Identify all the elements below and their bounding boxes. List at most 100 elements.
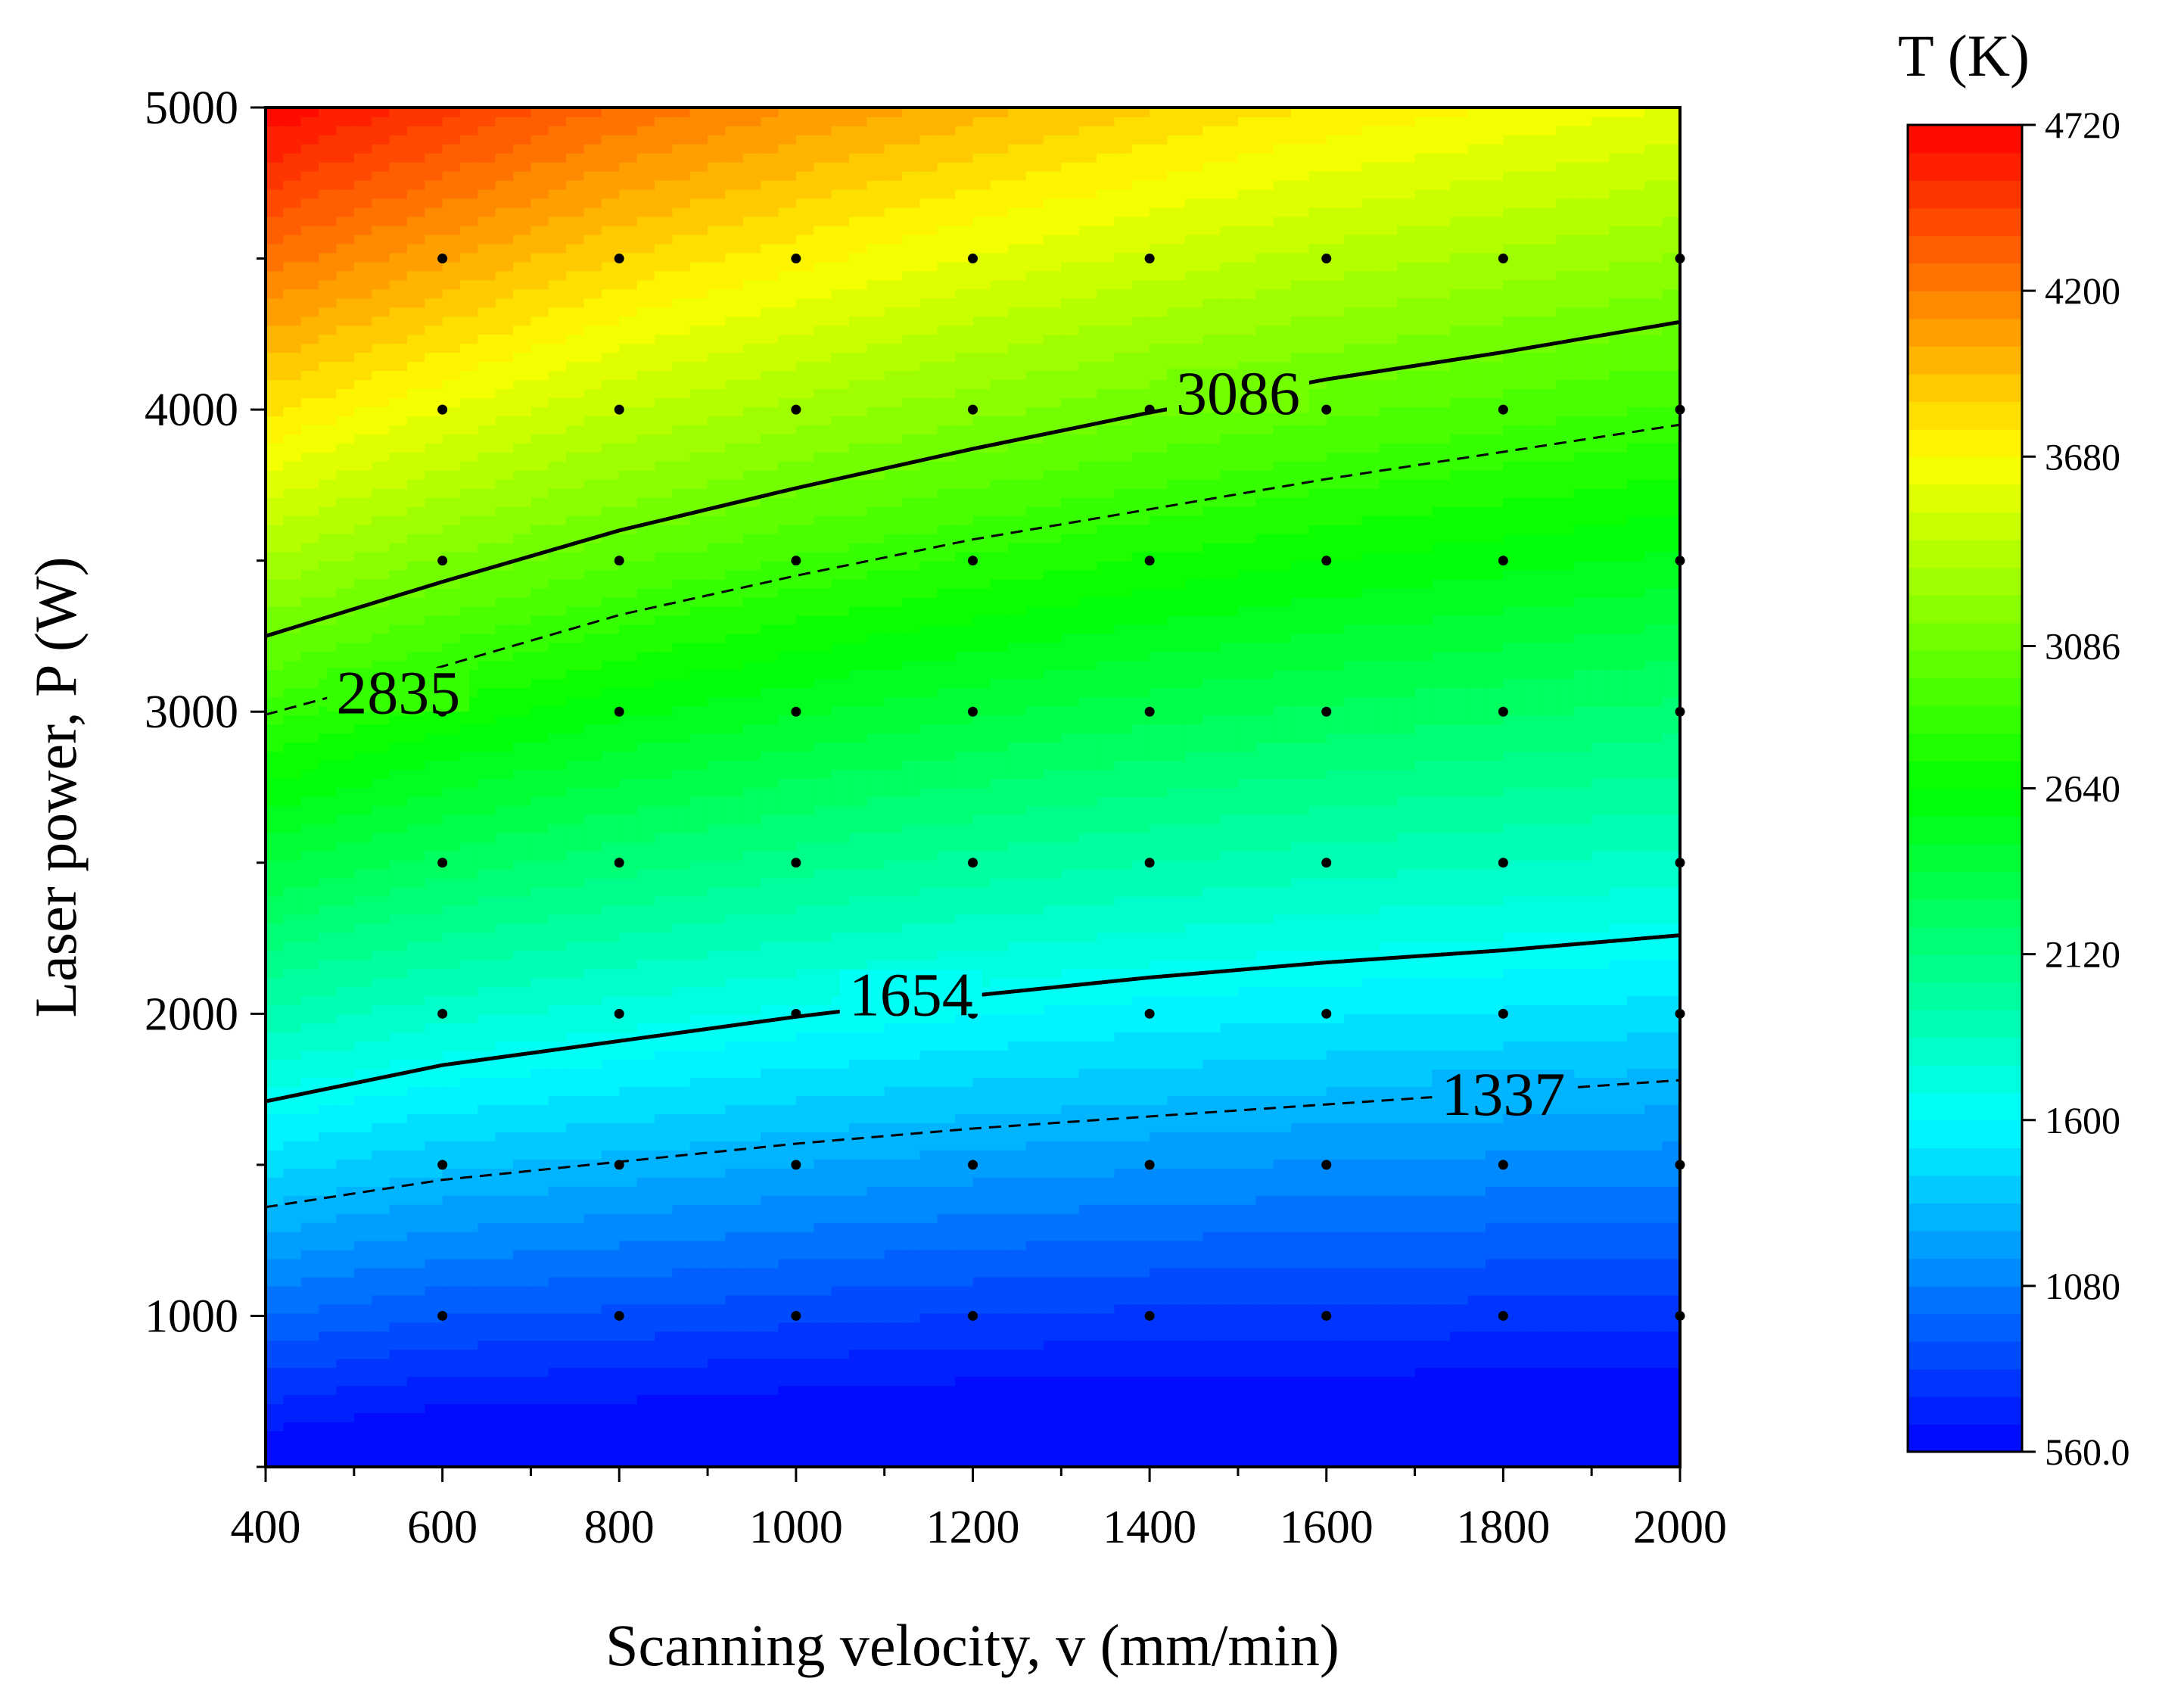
sample-point bbox=[1144, 1008, 1155, 1019]
heatmap-cell bbox=[566, 1095, 585, 1123]
heatmap-cell bbox=[884, 1285, 903, 1323]
heatmap-cell bbox=[478, 687, 496, 725]
heatmap-cell bbox=[884, 279, 903, 308]
heatmap-cell bbox=[1591, 234, 1610, 272]
heatmap-cell bbox=[636, 252, 655, 281]
heatmap-cell bbox=[300, 198, 319, 226]
heatmap-cell bbox=[1114, 524, 1133, 562]
heatmap-cell bbox=[1150, 724, 1168, 761]
heatmap-cell bbox=[1361, 1086, 1380, 1123]
heatmap-cell bbox=[1662, 814, 1680, 852]
heatmap-cell bbox=[919, 1285, 938, 1314]
heatmap-cell bbox=[1467, 107, 1486, 145]
heatmap-cell bbox=[1573, 859, 1593, 897]
heatmap-cell bbox=[319, 905, 338, 933]
colorbar-swatch bbox=[1908, 898, 2022, 927]
heatmap-cell bbox=[1273, 1131, 1292, 1160]
heatmap-cell bbox=[795, 1231, 815, 1260]
heatmap-cell bbox=[601, 1367, 621, 1405]
heatmap-cell bbox=[1644, 923, 1663, 961]
heatmap-cell bbox=[583, 416, 602, 453]
heatmap-cell bbox=[1131, 895, 1151, 933]
heatmap-cell bbox=[1450, 542, 1469, 580]
heatmap-cell bbox=[1609, 487, 1628, 525]
heatmap-cell bbox=[1344, 1050, 1363, 1088]
heatmap-cell bbox=[672, 207, 691, 235]
heatmap-cell bbox=[742, 188, 762, 217]
heatmap-cell bbox=[1450, 760, 1469, 797]
heatmap-cell bbox=[725, 1331, 744, 1359]
heatmap-cell bbox=[1591, 705, 1610, 743]
heatmap-cell bbox=[1573, 633, 1593, 671]
heatmap-cell bbox=[1626, 742, 1646, 779]
heatmap-cell bbox=[1202, 478, 1221, 507]
heatmap-cell bbox=[814, 1095, 832, 1132]
heatmap-cell bbox=[601, 198, 621, 226]
heatmap-cell bbox=[372, 1412, 390, 1467]
heatmap-cell bbox=[725, 288, 744, 317]
heatmap-cell bbox=[459, 397, 479, 434]
heatmap-cell bbox=[1538, 1222, 1557, 1260]
heatmap-cell bbox=[442, 1113, 461, 1141]
heatmap-cell bbox=[1114, 116, 1133, 154]
heatmap-cell bbox=[672, 578, 691, 616]
heatmap-cell bbox=[725, 1104, 744, 1141]
heatmap-cell bbox=[866, 478, 885, 507]
heatmap-cell bbox=[742, 1331, 762, 1359]
heatmap-cell bbox=[990, 1213, 1010, 1250]
heatmap-cell bbox=[300, 343, 319, 372]
colorbar-swatch bbox=[1908, 456, 2022, 485]
heatmap-cell bbox=[425, 914, 443, 942]
heatmap-cell bbox=[406, 796, 426, 824]
heatmap-cell bbox=[1467, 361, 1486, 399]
heatmap-cell bbox=[372, 406, 390, 434]
heatmap-cell bbox=[1626, 850, 1646, 888]
heatmap-cell bbox=[1078, 669, 1097, 698]
heatmap-cell bbox=[513, 379, 532, 416]
heatmap-cell bbox=[1220, 850, 1239, 888]
heatmap-cell bbox=[319, 451, 338, 480]
heatmap-cell bbox=[513, 207, 532, 235]
heatmap-cell bbox=[814, 1068, 832, 1096]
heatmap-cell bbox=[583, 968, 602, 1006]
heatmap-cell bbox=[972, 1113, 991, 1151]
heatmap-cell bbox=[742, 569, 762, 598]
heatmap-cell bbox=[742, 886, 762, 915]
colorbar-swatch bbox=[1908, 1175, 2022, 1204]
heatmap-cell bbox=[1573, 270, 1593, 308]
heatmap-cell bbox=[1556, 416, 1575, 462]
heatmap-cell bbox=[972, 1349, 991, 1378]
heatmap-cell bbox=[1043, 1240, 1062, 1278]
heatmap-cell bbox=[1273, 742, 1292, 779]
heatmap-cell bbox=[1237, 923, 1257, 961]
heatmap-cell bbox=[884, 859, 903, 897]
heatmap-cell bbox=[1626, 1149, 1646, 1187]
heatmap-cell bbox=[1344, 134, 1363, 172]
heatmap-cell bbox=[1167, 823, 1186, 861]
heatmap-cell bbox=[761, 751, 779, 788]
heatmap-cell bbox=[1167, 207, 1186, 244]
heatmap-cell bbox=[1379, 696, 1398, 734]
heatmap-cell bbox=[972, 316, 991, 353]
heatmap-cell bbox=[955, 487, 974, 525]
heatmap-cell bbox=[1361, 198, 1380, 235]
contour-label: 1337 bbox=[1441, 1060, 1565, 1129]
heatmap-cell bbox=[1609, 1294, 1628, 1332]
heatmap-cell bbox=[1273, 914, 1292, 951]
heatmap-cell bbox=[1097, 932, 1115, 970]
heatmap-cell bbox=[566, 1249, 585, 1278]
heatmap-cell bbox=[672, 1331, 691, 1368]
heatmap-cell bbox=[1662, 1032, 1680, 1070]
heatmap-cell bbox=[1184, 515, 1204, 553]
heatmap-cell bbox=[1131, 1276, 1151, 1305]
heatmap-cell bbox=[1061, 941, 1080, 970]
heatmap-cell bbox=[1150, 515, 1168, 553]
heatmap-cell bbox=[1326, 1340, 1346, 1378]
heatmap-cell bbox=[389, 742, 408, 770]
heatmap-cell bbox=[1237, 225, 1257, 263]
heatmap-cell bbox=[1131, 1376, 1151, 1467]
heatmap-cell bbox=[459, 316, 479, 344]
heatmap-cell bbox=[389, 1176, 408, 1205]
heatmap-cell bbox=[266, 1149, 285, 1178]
heatmap-cell bbox=[406, 914, 426, 942]
